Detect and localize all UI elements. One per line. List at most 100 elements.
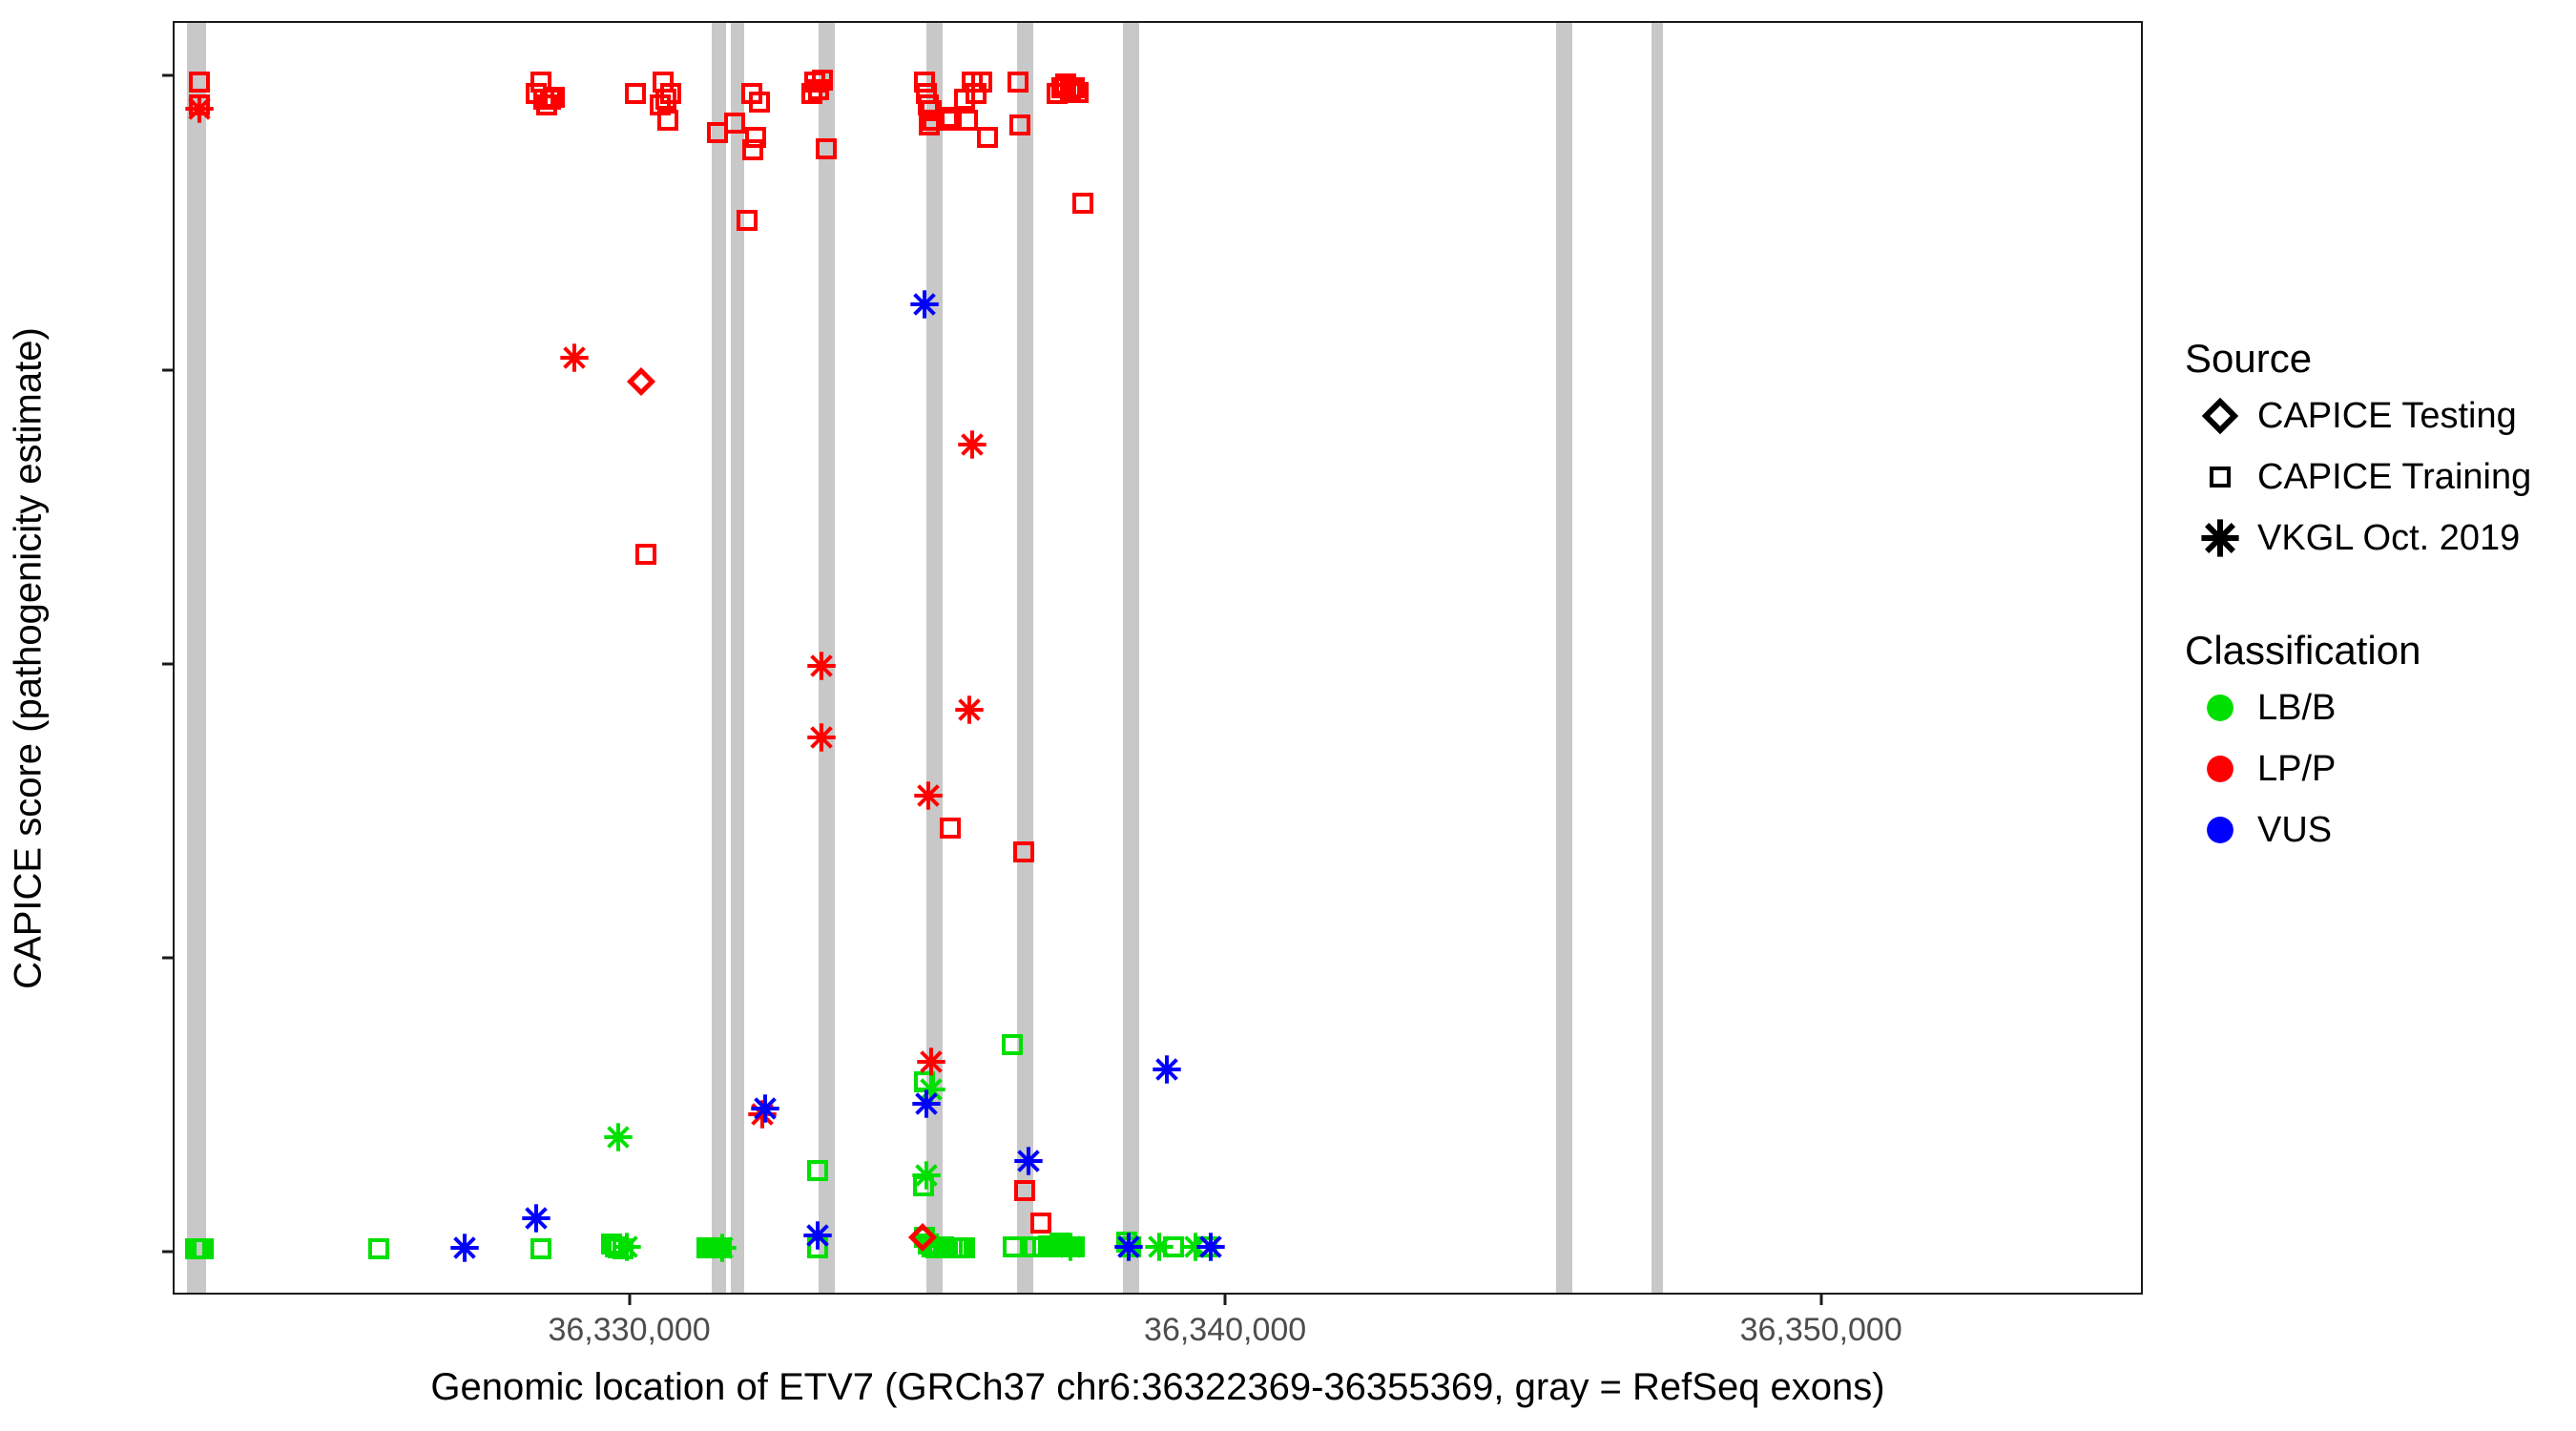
legend: Source CAPICE Testing CAPICE Training VKGL…: [2183, 336, 2574, 920]
data-point-square-lp-p: [741, 138, 764, 161]
data-point-asterisk-lp-p: [806, 723, 836, 752]
data-point-asterisk-vus: [1153, 1055, 1181, 1084]
y-tick-mark: [162, 73, 173, 77]
data-point-square-lp-p: [659, 82, 682, 105]
data-point-asterisk-lp-p: [806, 652, 836, 680]
data-point-square-lp-p: [1013, 1179, 1036, 1202]
data-point-asterisk-lp-p: [185, 94, 214, 123]
exon-band: [926, 23, 944, 1293]
x-tick-mark: [1819, 1295, 1823, 1305]
asterisk-icon: [2183, 519, 2257, 557]
exon-bands: [175, 23, 2141, 1293]
x-tick-label: 36,350,000: [1739, 1312, 1902, 1348]
data-point-square-lp-p: [634, 543, 657, 566]
data-point-square-lp-p: [748, 91, 771, 114]
data-point-square-lp-p: [976, 126, 999, 149]
data-point-asterisk-vus: [1196, 1233, 1225, 1261]
y-tick-mark: [162, 368, 173, 372]
data-point-asterisk-lb-b: [604, 1123, 634, 1152]
data-point-asterisk-lp-p: [958, 430, 987, 460]
legend-item-vus[interactable]: VUS: [2183, 799, 2574, 861]
data-point-square-lp-p: [815, 137, 838, 160]
exon-band: [1556, 23, 1573, 1293]
data-point-square-lp-p: [654, 88, 677, 111]
data-point-diamond-lp-p: [627, 366, 656, 396]
legend-item-vkgl-oct-2019[interactable]: VKGL Oct. 2019: [2183, 508, 2574, 569]
y-axis-title-container: CAPICE score (pathogenicity estimate): [0, 0, 57, 1317]
data-point-square-lp-p: [1063, 76, 1086, 99]
data-point-square-lb-b: [530, 1237, 552, 1260]
data-point-square-lp-p: [939, 817, 962, 840]
x-axis-title: Genomic location of ETV7 (GRCh37 chr6:36…: [430, 1366, 1885, 1408]
data-point-square-lp-p: [543, 86, 566, 109]
legend-item-capice-testing[interactable]: CAPICE Testing: [2183, 385, 2574, 446]
data-point-square-lb-b: [367, 1237, 390, 1260]
plot-area: CAPICE score (pathogenicity estimate) 1.…: [0, 0, 2143, 1348]
data-point-square-lp-p: [965, 82, 987, 105]
filled-circle-icon: [2183, 814, 2257, 846]
data-point-square-lp-p: [913, 71, 936, 93]
data-point-asterisk-lp-p: [916, 1047, 945, 1077]
exon-band: [730, 23, 745, 1293]
y-tick-mark: [162, 956, 173, 960]
legend-item-lb-b[interactable]: LB/B: [2183, 677, 2574, 738]
data-point-square-lp-p: [744, 126, 767, 149]
data-point-asterisk-lb-b: [708, 1234, 737, 1262]
exon-band: [187, 23, 207, 1293]
data-point-square-lp-p: [970, 71, 993, 93]
data-point-diamond-lp-p: [907, 1223, 937, 1253]
data-point-square-lb-b: [806, 1159, 829, 1182]
data-point-square-lp-p: [1007, 71, 1029, 93]
data-point-asterisk-lp-p: [914, 780, 943, 810]
legend-item-label: LB/B: [2257, 687, 2337, 728]
y-axis-title: CAPICE score (pathogenicity estimate): [7, 327, 50, 989]
data-point-asterisk-vus: [910, 289, 940, 319]
data-point-square-lp-p: [811, 69, 834, 92]
y-tick-mark: [162, 662, 173, 666]
data-point-square-lb-b: [953, 1236, 976, 1259]
data-point-square-lp-p: [539, 88, 562, 111]
legend-item-label: VKGL Oct. 2019: [2257, 517, 2521, 558]
data-point-square-lp-p: [936, 106, 959, 129]
data-point-square-lp-p: [1008, 114, 1031, 136]
legend-item-capice-training[interactable]: CAPICE Training: [2183, 446, 2574, 508]
data-point-square-lb-b: [1002, 1235, 1025, 1258]
legend-item-label: CAPICE Training: [2257, 456, 2532, 497]
diamond-outline-icon: [2183, 397, 2257, 435]
data-point-square-lp-p: [1067, 81, 1090, 104]
data-point-square-lp-p: [624, 82, 647, 105]
data-point-square-lb-b: [192, 1237, 215, 1260]
y-tick-mark: [162, 1250, 173, 1254]
data-points-layer: [175, 23, 2141, 1293]
square-outline-icon: [2183, 466, 2257, 488]
x-tick-label: 36,330,000: [548, 1312, 711, 1348]
data-point-asterisk-lp-p: [954, 695, 984, 724]
legend-group-source: Source CAPICE Testing CAPICE Training VKGL…: [2183, 336, 2574, 569]
data-point-asterisk-vus: [911, 1089, 941, 1118]
plot-panel: [173, 21, 2143, 1295]
data-point-asterisk-vus: [1114, 1233, 1143, 1261]
filled-circle-icon: [2183, 753, 2257, 785]
legend-items-classification: LB/B LP/P VUS: [2183, 677, 2574, 861]
data-point-asterisk-lb-b: [911, 1161, 941, 1190]
legend-items-source: CAPICE Testing CAPICE Training VKGL Oct. 2…: [2183, 385, 2574, 569]
exon-band: [1017, 23, 1034, 1293]
data-point-square-lp-p: [656, 109, 679, 132]
legend-item-label: CAPICE Testing: [2257, 395, 2517, 436]
x-tick-label: 36,340,000: [1144, 1312, 1307, 1348]
data-point-square-lp-p: [723, 112, 746, 135]
data-point-asterisk-vus: [751, 1093, 779, 1123]
legend-item-lp-p[interactable]: LP/P: [2183, 738, 2574, 799]
data-point-asterisk-vus: [522, 1204, 551, 1234]
data-point-asterisk-vus: [1014, 1147, 1043, 1175]
x-tick-mark: [628, 1295, 632, 1305]
filled-circle-icon: [2183, 692, 2257, 724]
data-point-square-lp-p: [188, 71, 211, 93]
data-point-square-lb-b: [1001, 1033, 1024, 1056]
data-point-asterisk-vus: [450, 1234, 479, 1262]
data-point-asterisk-vus: [803, 1220, 832, 1250]
data-point-square-lp-p: [1012, 840, 1035, 863]
data-point-square-lp-p: [736, 209, 758, 232]
exon-band: [1122, 23, 1140, 1293]
